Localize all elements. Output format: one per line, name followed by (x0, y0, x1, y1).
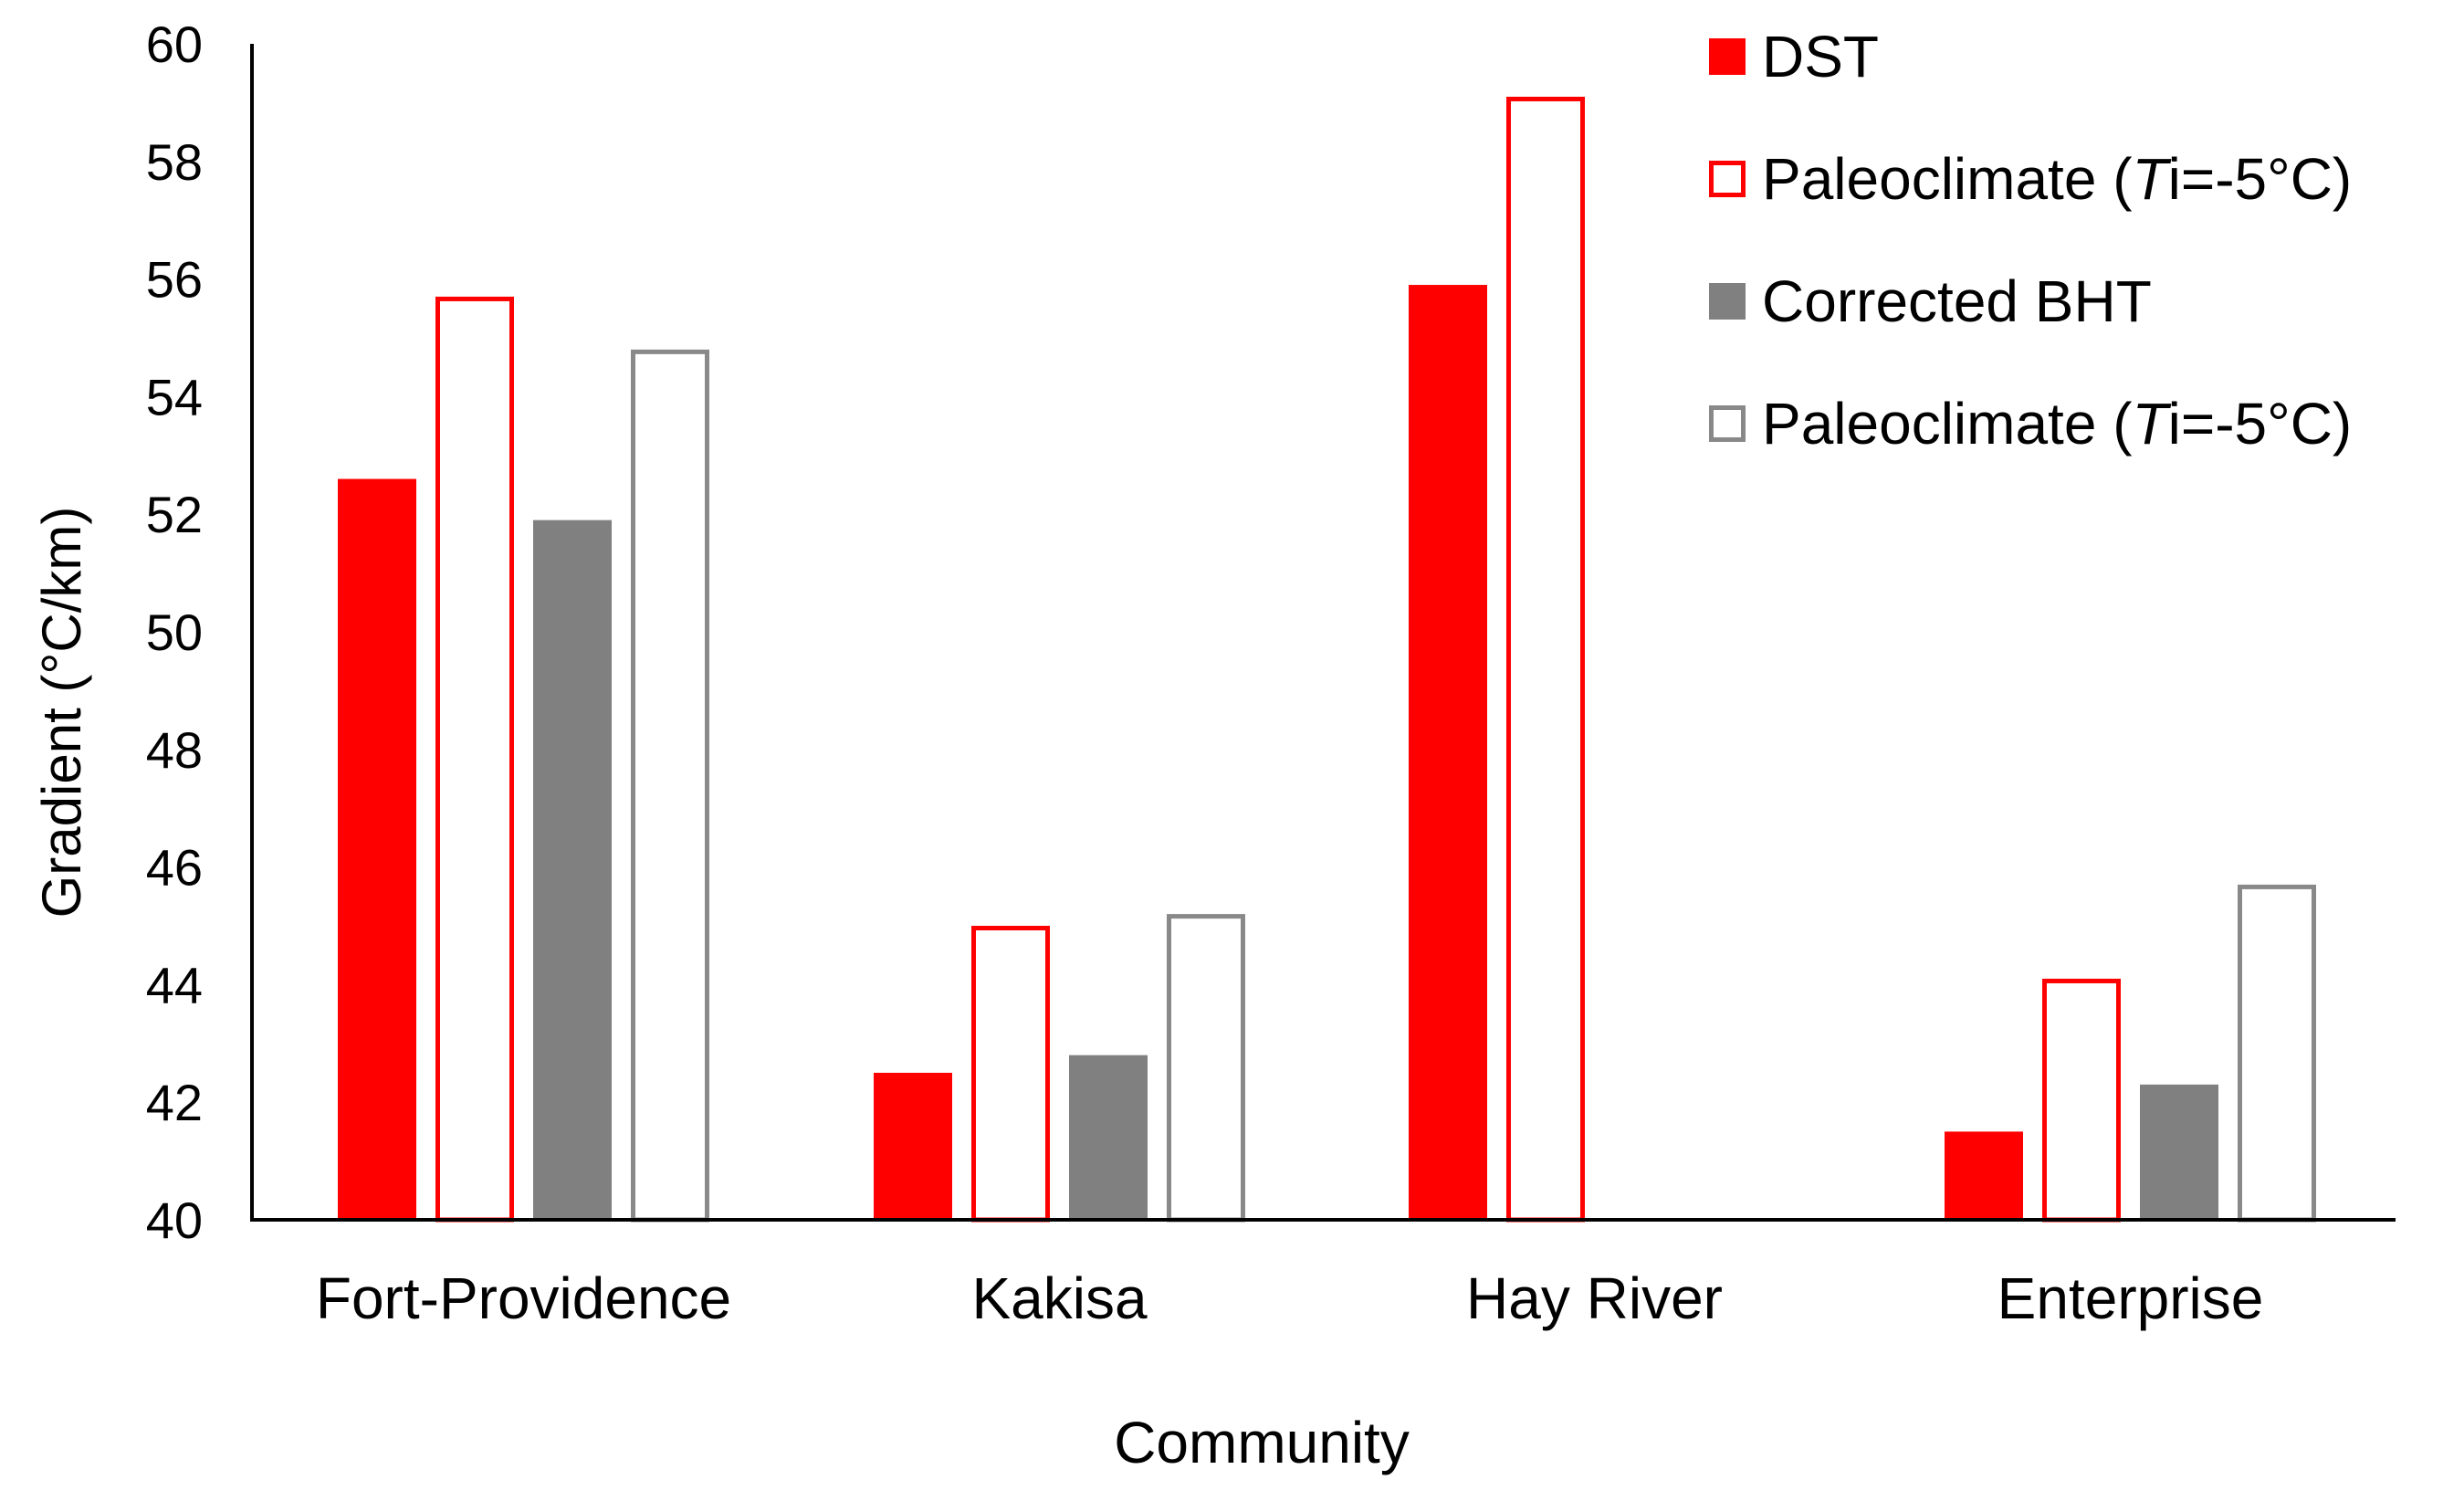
y-axis-title: Gradient (°C/km) (31, 507, 92, 918)
x-category-label: Hay River (1466, 1265, 1723, 1331)
legend-label-3: Corrected BHT (1762, 268, 2152, 334)
legend-swatch-3 (1709, 283, 1746, 320)
y-tick-label: 60 (146, 16, 203, 73)
legend-swatch-4 (1709, 405, 1746, 442)
legend-label-4: Paleoclimate (Ti=-5°C) (1762, 391, 2352, 457)
bar-fort-providence-series-1 (338, 478, 416, 1220)
y-tick-label: 58 (146, 133, 203, 191)
bar-hay-river-series-2 (1506, 96, 1585, 1223)
bar-kakisa-series-1 (874, 1073, 952, 1220)
bars-layer (338, 96, 2316, 1223)
bar-enterprise-series-4 (2238, 884, 2316, 1223)
legend-label-2: Paleoclimate (Ti=-5°C) (1762, 146, 2352, 212)
bar-kakisa-series-2 (971, 926, 1050, 1223)
x-category-label: Kakisa (971, 1265, 1148, 1331)
y-tick-label: 40 (146, 1191, 203, 1249)
x-category-label: Enterprise (1997, 1265, 2264, 1331)
bar-fort-providence-series-2 (435, 296, 514, 1223)
legend-swatch-1 (1709, 38, 1746, 75)
legend-label-1: DST (1762, 24, 1879, 89)
bar-hay-river-series-1 (1409, 285, 1487, 1220)
y-tick-label: 42 (146, 1074, 203, 1131)
bar-enterprise-series-3 (2140, 1084, 2218, 1220)
bar-fort-providence-series-3 (533, 520, 612, 1220)
bar-enterprise-series-2 (2042, 978, 2121, 1223)
bar-kakisa-series-4 (1167, 914, 1245, 1223)
y-tick-label: 48 (146, 721, 203, 779)
bar-enterprise-series-1 (1945, 1131, 2023, 1220)
bar-kakisa-series-3 (1069, 1055, 1148, 1220)
y-tick-label: 52 (146, 486, 203, 543)
y-tick-label: 50 (146, 604, 203, 661)
bar-fort-providence-series-4 (631, 349, 709, 1223)
x-category-label: Fort-Providence (316, 1265, 731, 1331)
y-tick-label: 44 (146, 956, 203, 1013)
axes-layer (250, 44, 2396, 1222)
y-tick-label: 54 (146, 368, 203, 425)
y-tick-label: 46 (146, 839, 203, 897)
legend-swatch-2 (1709, 161, 1746, 197)
legend: DST Paleoclimate (Ti=-5°C) Corrected BHT P… (1709, 24, 2352, 457)
labels-layer: 40 42 44 46 48 50 52 54 56 58 60 Fort-Providence Kak… (31, 16, 2263, 1475)
y-tick-label: 56 (146, 251, 203, 309)
x-axis-title: Community (1114, 1410, 1410, 1475)
